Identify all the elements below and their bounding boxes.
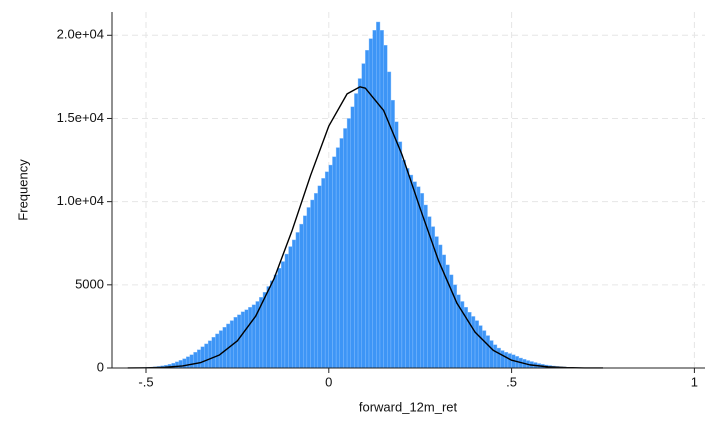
bar <box>478 325 483 369</box>
bar <box>379 30 384 369</box>
axes: 0 5000 1.0e+04 1.5e+04 2.0e+04 -.5 0 .5 1 <box>57 12 705 389</box>
bar <box>218 330 223 369</box>
bar <box>401 159 406 369</box>
overlay <box>127 86 604 369</box>
bar <box>251 304 256 369</box>
bar <box>262 292 267 369</box>
bar <box>368 38 373 369</box>
bar <box>354 93 359 369</box>
bar <box>178 360 183 369</box>
bar <box>394 121 399 369</box>
bar <box>419 193 425 369</box>
bar <box>482 330 487 369</box>
bar <box>383 45 388 369</box>
bar <box>189 354 194 369</box>
bar <box>339 138 344 369</box>
bar <box>270 280 275 369</box>
y-axis-title: Frequency <box>15 159 30 221</box>
bar <box>387 71 392 369</box>
bar <box>244 309 249 369</box>
bar <box>500 350 505 369</box>
bar <box>390 99 395 369</box>
bar <box>361 63 366 369</box>
x-tick-label: 0 <box>325 374 332 389</box>
bar <box>493 344 498 369</box>
bar <box>266 286 271 369</box>
bar <box>372 30 377 369</box>
bar <box>409 174 414 369</box>
bar <box>507 353 512 369</box>
y-tick-label: 1.0e+04 <box>57 193 104 208</box>
normal-curve <box>127 86 604 369</box>
bar <box>474 320 479 369</box>
bars <box>120 21 604 369</box>
bar <box>295 232 300 369</box>
bar <box>186 356 191 369</box>
bar <box>200 346 205 369</box>
bar <box>240 311 245 369</box>
bar <box>222 327 227 369</box>
x-tick-label: .5 <box>506 374 517 389</box>
bar <box>211 337 216 369</box>
bar <box>398 141 403 369</box>
bar <box>405 168 410 369</box>
bar <box>277 267 282 369</box>
bar <box>324 171 329 369</box>
bar <box>288 246 293 369</box>
bar <box>248 307 253 369</box>
x-tick-label: 1 <box>691 374 698 389</box>
bar <box>332 156 337 369</box>
bar <box>313 193 319 369</box>
bar <box>193 351 198 369</box>
x-tick-label: -.5 <box>138 374 153 389</box>
bar <box>196 349 202 369</box>
bar <box>504 351 509 369</box>
bar <box>284 253 289 369</box>
bar <box>237 314 242 369</box>
bar <box>317 185 322 369</box>
bar <box>303 215 308 369</box>
y-tick-label: 2.0e+04 <box>57 27 104 42</box>
bar <box>281 261 286 369</box>
x-axis-title: forward_12m_ret <box>359 399 458 414</box>
bar <box>328 164 333 369</box>
bar <box>376 21 381 369</box>
bar <box>343 128 348 369</box>
bar <box>496 347 501 369</box>
bar <box>299 223 304 369</box>
bar <box>412 181 417 369</box>
bar <box>335 147 340 369</box>
bar <box>485 335 490 369</box>
bar <box>182 358 187 369</box>
y-tick-label: 1.5e+04 <box>57 110 104 125</box>
bar <box>365 50 370 369</box>
bar <box>292 239 297 369</box>
bar <box>416 186 421 369</box>
bar <box>321 178 326 369</box>
bar <box>357 78 362 369</box>
bar <box>207 340 213 369</box>
y-tick-label: 5000 <box>75 276 104 291</box>
bar <box>215 333 220 369</box>
bar <box>306 207 311 369</box>
bar <box>350 106 355 369</box>
bar <box>471 316 476 369</box>
bar <box>204 343 209 369</box>
bar <box>310 199 315 369</box>
bar <box>273 274 278 369</box>
bar <box>226 323 231 369</box>
bar <box>489 340 494 369</box>
bar <box>346 118 351 369</box>
y-tick-label: 0 <box>97 359 104 374</box>
